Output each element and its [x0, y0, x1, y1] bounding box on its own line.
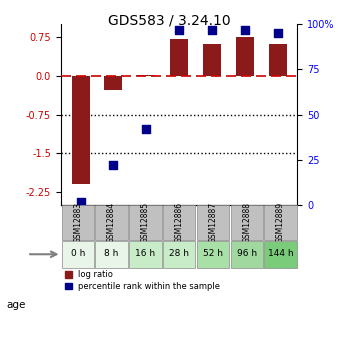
- Text: GDS583 / 3.24.10: GDS583 / 3.24.10: [108, 14, 230, 28]
- Text: 8 h: 8 h: [104, 249, 119, 258]
- FancyBboxPatch shape: [95, 241, 128, 268]
- Text: GSM12887: GSM12887: [209, 201, 217, 243]
- Bar: [269, 44, 287, 76]
- FancyBboxPatch shape: [231, 206, 263, 240]
- FancyBboxPatch shape: [129, 206, 162, 240]
- Text: GSM12884: GSM12884: [107, 201, 116, 243]
- Text: age: age: [7, 300, 26, 310]
- Text: GSM12886: GSM12886: [175, 201, 184, 243]
- Text: 52 h: 52 h: [203, 249, 223, 258]
- Point: [78, 199, 83, 204]
- Bar: [170, 39, 188, 76]
- FancyBboxPatch shape: [264, 206, 297, 240]
- Text: 144 h: 144 h: [268, 249, 293, 258]
- Legend: log ratio, percentile rank within the sample: log ratio, percentile rank within the sa…: [65, 270, 220, 291]
- Point: [209, 27, 215, 32]
- FancyBboxPatch shape: [62, 206, 94, 240]
- FancyBboxPatch shape: [95, 206, 128, 240]
- FancyBboxPatch shape: [197, 241, 229, 268]
- Text: 96 h: 96 h: [237, 249, 257, 258]
- Point: [111, 162, 116, 168]
- Bar: [104, 76, 122, 90]
- FancyBboxPatch shape: [264, 241, 297, 268]
- Point: [275, 30, 281, 36]
- Bar: [137, 75, 155, 76]
- FancyBboxPatch shape: [197, 206, 229, 240]
- Text: GSM12883: GSM12883: [73, 201, 82, 243]
- FancyBboxPatch shape: [62, 241, 94, 268]
- Text: GSM12888: GSM12888: [242, 202, 251, 243]
- Text: 16 h: 16 h: [135, 249, 155, 258]
- FancyBboxPatch shape: [163, 241, 195, 268]
- FancyBboxPatch shape: [129, 241, 162, 268]
- Text: 0 h: 0 h: [71, 249, 85, 258]
- Bar: [236, 37, 254, 76]
- Bar: [72, 76, 90, 185]
- Text: GSM12885: GSM12885: [141, 201, 150, 243]
- Text: 28 h: 28 h: [169, 249, 189, 258]
- Text: GSM12889: GSM12889: [276, 201, 285, 243]
- FancyBboxPatch shape: [163, 206, 195, 240]
- Bar: [203, 44, 221, 76]
- Point: [242, 27, 247, 32]
- FancyBboxPatch shape: [231, 241, 263, 268]
- Point: [144, 126, 149, 132]
- Point: [176, 27, 182, 32]
